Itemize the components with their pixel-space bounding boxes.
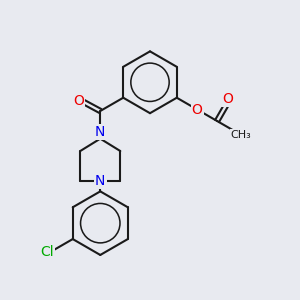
Text: CH₃: CH₃	[231, 130, 251, 140]
Text: O: O	[192, 103, 203, 116]
Text: O: O	[73, 94, 84, 108]
Text: N: N	[95, 125, 106, 139]
Text: Cl: Cl	[40, 245, 54, 259]
Text: O: O	[222, 92, 233, 106]
Text: N: N	[95, 174, 106, 188]
